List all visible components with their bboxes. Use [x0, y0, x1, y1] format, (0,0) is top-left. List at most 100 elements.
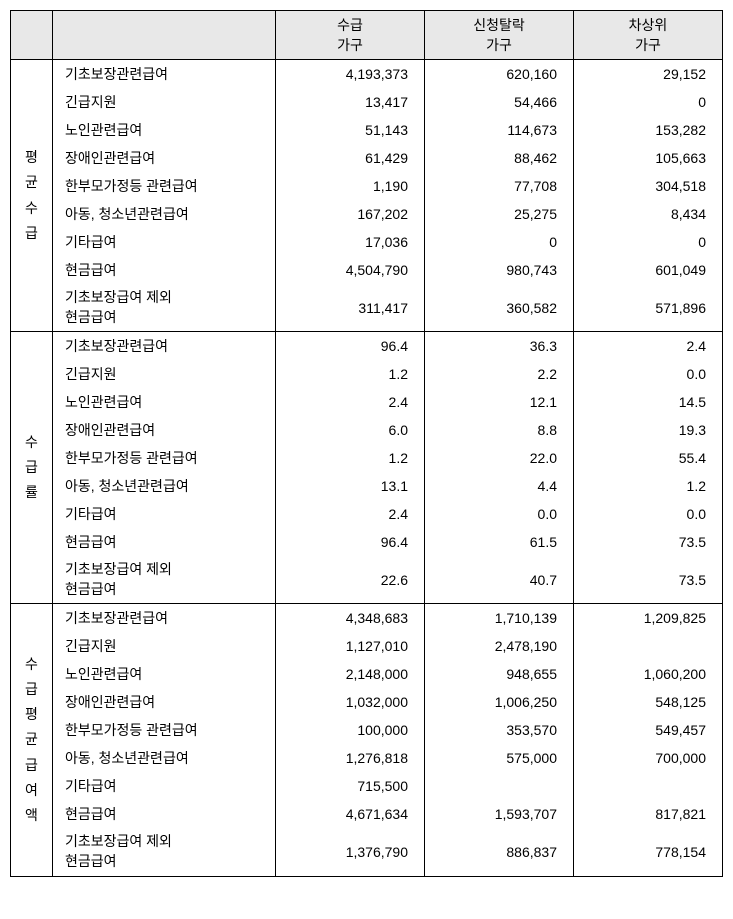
- cell-value: 2.4: [276, 388, 425, 416]
- cell-value: 100,000: [276, 716, 425, 744]
- row-label: 기초보장관련급여: [53, 60, 276, 89]
- table-row: 기초보장급여 제외현금급여22.640.773.5: [11, 556, 723, 604]
- cell-value: 817,821: [574, 800, 723, 828]
- group-label: 수급평균급여액: [11, 604, 53, 876]
- cell-value: 2.4: [276, 500, 425, 528]
- row-label: 긴급지원: [53, 88, 276, 116]
- cell-value: 2.4: [574, 332, 723, 361]
- table-row: 기초보장급여 제외현금급여311,417360,582571,896: [11, 284, 723, 332]
- row-label: 긴급지원: [53, 632, 276, 660]
- row-label: 한부모가정등 관련급여: [53, 716, 276, 744]
- cell-value: 571,896: [574, 284, 723, 332]
- table-row: 기타급여2.40.00.0: [11, 500, 723, 528]
- header-col1-line2: 가구: [276, 35, 425, 60]
- cell-value: 548,125: [574, 688, 723, 716]
- cell-value: 980,743: [425, 256, 574, 284]
- cell-value: 778,154: [574, 828, 723, 876]
- table-row: 한부모가정등 관련급여1.222.055.4: [11, 444, 723, 472]
- table-row: 한부모가정등 관련급여100,000353,570549,457: [11, 716, 723, 744]
- table-row: 현금급여96.461.573.5: [11, 528, 723, 556]
- group-label: 수급률: [11, 332, 53, 604]
- cell-value: 601,049: [574, 256, 723, 284]
- cell-value: 8,434: [574, 200, 723, 228]
- header-col2-line2: 가구: [425, 35, 574, 60]
- table-row: 장애인관련급여61,42988,462105,663: [11, 144, 723, 172]
- benefits-table: 수급 신청탈락 차상위 가구 가구 가구 평균수급기초보장관련급여4,193,3…: [10, 10, 723, 877]
- table-body: 평균수급기초보장관련급여4,193,373620,16029,152긴급지원13…: [11, 60, 723, 877]
- cell-value: 22.6: [276, 556, 425, 604]
- cell-value: 13.1: [276, 472, 425, 500]
- cell-value: 6.0: [276, 416, 425, 444]
- table-row: 긴급지원13,41754,4660: [11, 88, 723, 116]
- table-row: 노인관련급여51,143114,673153,282: [11, 116, 723, 144]
- cell-value: 1,032,000: [276, 688, 425, 716]
- cell-value: 715,500: [276, 772, 425, 800]
- table-row: 현금급여4,504,790980,743601,049: [11, 256, 723, 284]
- table-row: 기초보장급여 제외현금급여1,376,790886,837778,154: [11, 828, 723, 876]
- header-col2-line1: 신청탈락: [425, 11, 574, 36]
- table-row: 긴급지원1.22.20.0: [11, 360, 723, 388]
- cell-value: 549,457: [574, 716, 723, 744]
- row-label: 현금급여: [53, 528, 276, 556]
- cell-value: 575,000: [425, 744, 574, 772]
- cell-value: 14.5: [574, 388, 723, 416]
- cell-value: 0: [425, 228, 574, 256]
- table-row: 긴급지원1,127,0102,478,190: [11, 632, 723, 660]
- cell-value: 54,466: [425, 88, 574, 116]
- cell-value: 1,276,818: [276, 744, 425, 772]
- cell-value: 12.1: [425, 388, 574, 416]
- table-row: 기타급여715,500: [11, 772, 723, 800]
- cell-value: 4,193,373: [276, 60, 425, 89]
- row-label: 장애인관련급여: [53, 688, 276, 716]
- cell-value: 0: [574, 88, 723, 116]
- cell-value: 360,582: [425, 284, 574, 332]
- cell-value: 96.4: [276, 528, 425, 556]
- cell-value: 114,673: [425, 116, 574, 144]
- cell-value: 1,060,200: [574, 660, 723, 688]
- cell-value: 0.0: [425, 500, 574, 528]
- table-header: 수급 신청탈락 차상위 가구 가구 가구: [11, 11, 723, 60]
- row-label: 긴급지원: [53, 360, 276, 388]
- cell-value: 0.0: [574, 500, 723, 528]
- row-label: 한부모가정등 관련급여: [53, 172, 276, 200]
- cell-value: 620,160: [425, 60, 574, 89]
- cell-value: 1.2: [574, 472, 723, 500]
- table-row: 기타급여17,03600: [11, 228, 723, 256]
- cell-value: 700,000: [574, 744, 723, 772]
- header-blank-2: [53, 11, 276, 60]
- cell-value: 1.2: [276, 444, 425, 472]
- row-label: 아동, 청소년관련급여: [53, 200, 276, 228]
- table-row: 수급평균급여액기초보장관련급여4,348,6831,710,1391,209,8…: [11, 604, 723, 633]
- table-row: 아동, 청소년관련급여167,20225,2758,434: [11, 200, 723, 228]
- cell-value: 4,671,634: [276, 800, 425, 828]
- table-row: 아동, 청소년관련급여1,276,818575,000700,000: [11, 744, 723, 772]
- group-label: 평균수급: [11, 60, 53, 332]
- cell-value: 311,417: [276, 284, 425, 332]
- row-label: 노인관련급여: [53, 388, 276, 416]
- cell-value: [574, 772, 723, 800]
- cell-value: 13,417: [276, 88, 425, 116]
- table-row: 장애인관련급여1,032,0001,006,250548,125: [11, 688, 723, 716]
- cell-value: [574, 632, 723, 660]
- row-label: 장애인관련급여: [53, 416, 276, 444]
- cell-value: 36.3: [425, 332, 574, 361]
- row-label: 기초보장관련급여: [53, 332, 276, 361]
- cell-value: 353,570: [425, 716, 574, 744]
- cell-value: 8.8: [425, 416, 574, 444]
- table-row: 장애인관련급여6.08.819.3: [11, 416, 723, 444]
- header-col3-line2: 가구: [574, 35, 723, 60]
- cell-value: 2,478,190: [425, 632, 574, 660]
- table-row: 한부모가정등 관련급여1,19077,708304,518: [11, 172, 723, 200]
- table-row: 현금급여4,671,6341,593,707817,821: [11, 800, 723, 828]
- cell-value: 1,593,707: [425, 800, 574, 828]
- cell-value: 51,143: [276, 116, 425, 144]
- header-col1-line1: 수급: [276, 11, 425, 36]
- table-row: 노인관련급여2.412.114.5: [11, 388, 723, 416]
- cell-value: 886,837: [425, 828, 574, 876]
- cell-value: 55.4: [574, 444, 723, 472]
- row-label: 노인관련급여: [53, 660, 276, 688]
- cell-value: 1.2: [276, 360, 425, 388]
- cell-value: 2.2: [425, 360, 574, 388]
- row-label: 한부모가정등 관련급여: [53, 444, 276, 472]
- cell-value: 0.0: [574, 360, 723, 388]
